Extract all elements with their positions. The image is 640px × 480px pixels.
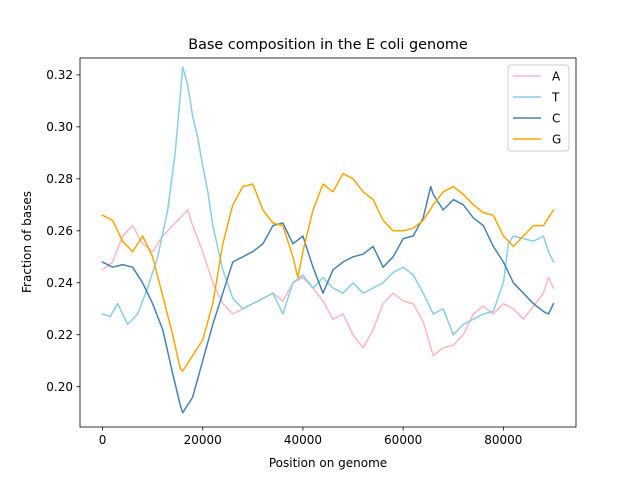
plot-area-frame (79, 57, 577, 428)
y-tick-label: 0.30 (46, 120, 73, 134)
legend-label-g: G (552, 132, 561, 146)
y-tick-label: 0.28 (46, 172, 73, 186)
chart-title: Base composition in the E coli genome (188, 37, 468, 53)
x-tick-label: 40000 (284, 433, 322, 447)
x-tick-label: 20000 (184, 433, 222, 447)
y-axis-label: Fraction of bases (20, 191, 34, 293)
series-line-t (101, 66, 555, 336)
x-axis-ticks: 0 20000 40000 60000 80000 (99, 427, 522, 447)
legend-label-c: C (552, 111, 560, 125)
x-tick-label: 60000 (384, 433, 422, 447)
x-tick-label: 80000 (484, 433, 522, 447)
legend-box (507, 64, 570, 152)
y-tick-label: 0.24 (46, 276, 73, 290)
x-tick-label: 0 (99, 433, 107, 447)
series-line-g (101, 172, 555, 372)
legend-label-a: A (552, 69, 561, 83)
y-tick-label: 0.26 (46, 224, 73, 238)
y-tick-label: 0.32 (46, 68, 73, 82)
y-tick-label: 0.20 (46, 380, 73, 394)
series-layer (101, 66, 555, 414)
legend-label-t: T (551, 90, 560, 104)
series-line-a (101, 209, 555, 357)
y-axis-ticks: 0.20 0.22 0.24 0.26 0.28 0.30 0.32 (46, 68, 80, 394)
series-line-c (101, 185, 555, 414)
y-tick-label: 0.22 (46, 328, 73, 342)
x-axis-label: Position on genome (269, 456, 387, 470)
